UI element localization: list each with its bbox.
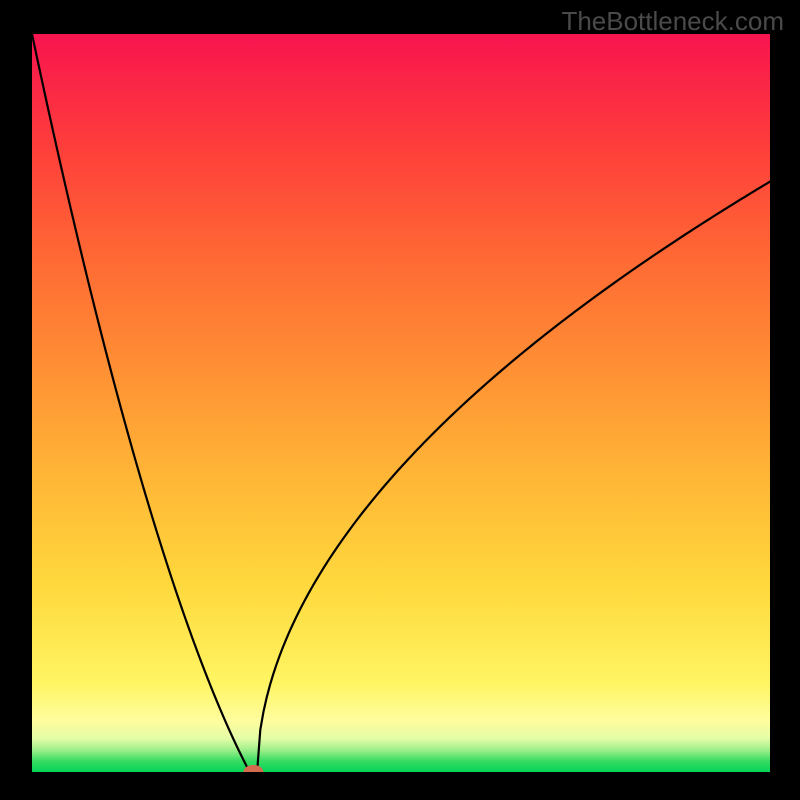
chart-container: TheBottleneck.com [0, 0, 800, 800]
watermark-text: TheBottleneck.com [561, 6, 784, 37]
curve-left-branch [32, 34, 250, 772]
plot-area [32, 34, 770, 772]
bottleneck-curve [32, 34, 770, 772]
curve-right-branch [257, 182, 770, 772]
